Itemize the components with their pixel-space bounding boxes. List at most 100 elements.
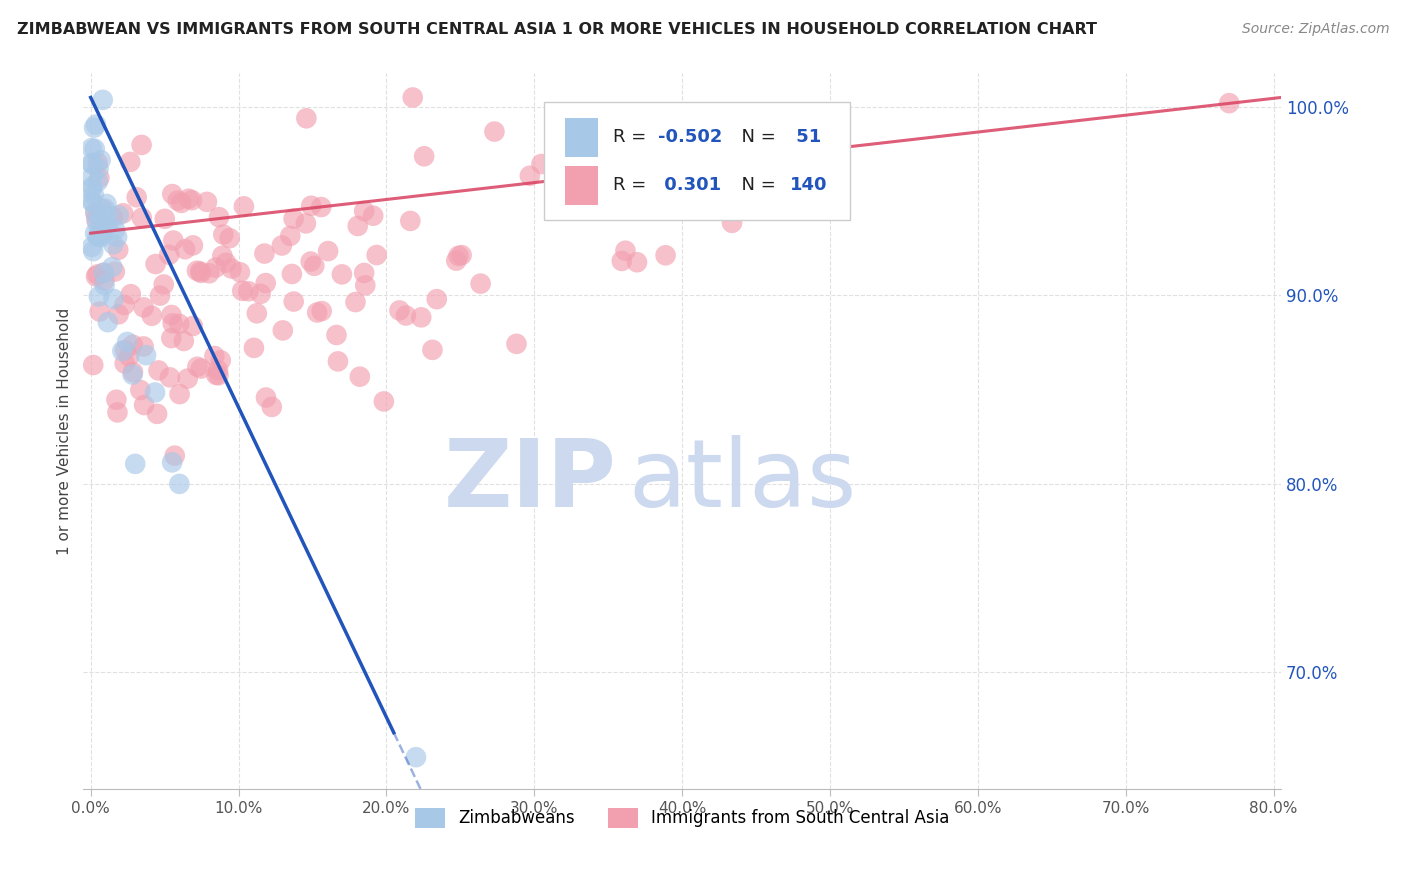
Point bbox=[80, 194, 103, 209]
Text: 140: 140 bbox=[790, 177, 827, 194]
Text: atlas: atlas bbox=[628, 435, 856, 527]
Text: 51: 51 bbox=[790, 128, 821, 146]
Point bbox=[132, 301, 155, 315]
Point bbox=[195, 194, 218, 209]
Point bbox=[121, 368, 143, 382]
Point bbox=[141, 309, 163, 323]
Point bbox=[207, 368, 229, 383]
Point bbox=[120, 155, 142, 169]
Point bbox=[721, 216, 744, 230]
Point bbox=[162, 187, 184, 202]
Point bbox=[253, 246, 276, 260]
Point bbox=[299, 199, 322, 213]
Point bbox=[346, 219, 368, 233]
Point bbox=[152, 277, 174, 292]
Point bbox=[361, 209, 384, 223]
Point bbox=[188, 264, 211, 278]
Point bbox=[484, 125, 506, 139]
Point bbox=[120, 287, 142, 301]
Point bbox=[146, 407, 169, 421]
Point bbox=[366, 248, 388, 262]
Point bbox=[304, 259, 326, 273]
Point bbox=[229, 265, 252, 279]
Point bbox=[80, 183, 103, 197]
Text: N =: N = bbox=[730, 177, 782, 194]
Point bbox=[326, 354, 349, 368]
Point bbox=[80, 240, 103, 254]
Point bbox=[91, 93, 114, 107]
Point bbox=[90, 153, 112, 167]
Point bbox=[295, 112, 318, 126]
Point bbox=[163, 449, 186, 463]
Point bbox=[103, 237, 125, 252]
Point bbox=[90, 215, 112, 229]
Point bbox=[80, 170, 103, 185]
Point bbox=[97, 315, 120, 329]
Point bbox=[115, 334, 138, 349]
Point bbox=[103, 292, 125, 306]
Point bbox=[470, 277, 492, 291]
Point bbox=[160, 308, 183, 322]
Point bbox=[84, 226, 107, 240]
Point bbox=[91, 202, 114, 216]
Point bbox=[173, 334, 195, 348]
Point bbox=[505, 336, 527, 351]
Point bbox=[218, 231, 240, 245]
Point bbox=[122, 365, 145, 379]
Point bbox=[221, 261, 243, 276]
Point bbox=[87, 161, 110, 176]
Y-axis label: 1 or more Vehicles in Household: 1 or more Vehicles in Household bbox=[58, 308, 72, 555]
Point bbox=[80, 141, 103, 155]
Point bbox=[167, 317, 190, 331]
Point bbox=[82, 179, 104, 194]
Point bbox=[143, 385, 166, 400]
Point bbox=[174, 242, 197, 256]
Point bbox=[105, 392, 128, 407]
Point bbox=[114, 343, 136, 357]
Point bbox=[307, 305, 329, 319]
Point bbox=[84, 118, 107, 132]
Point bbox=[344, 295, 367, 310]
Point bbox=[316, 244, 339, 259]
Point bbox=[148, 363, 170, 377]
Point bbox=[190, 361, 212, 376]
Point bbox=[84, 269, 107, 284]
Point bbox=[134, 398, 156, 412]
Point bbox=[413, 149, 436, 163]
Text: -0.502: -0.502 bbox=[658, 128, 723, 146]
Point bbox=[207, 363, 229, 377]
Point bbox=[83, 142, 105, 156]
Point bbox=[405, 750, 427, 764]
Point bbox=[373, 394, 395, 409]
Point bbox=[181, 193, 204, 207]
Point bbox=[260, 400, 283, 414]
Point bbox=[238, 285, 260, 299]
Text: ZIP: ZIP bbox=[443, 435, 616, 527]
Point bbox=[422, 343, 444, 357]
Point bbox=[243, 341, 266, 355]
Point bbox=[87, 229, 110, 244]
Point bbox=[82, 244, 104, 259]
Point bbox=[89, 170, 111, 185]
Point bbox=[129, 383, 152, 397]
Point bbox=[181, 318, 204, 333]
Text: R =: R = bbox=[613, 177, 651, 194]
FancyBboxPatch shape bbox=[565, 166, 599, 205]
Point bbox=[131, 211, 153, 225]
Point bbox=[82, 157, 104, 171]
Point bbox=[135, 348, 157, 362]
Point bbox=[198, 266, 221, 280]
Point bbox=[157, 248, 180, 262]
Point bbox=[299, 254, 322, 268]
Point bbox=[86, 212, 108, 227]
Point bbox=[125, 190, 148, 204]
Point bbox=[87, 289, 110, 303]
Point bbox=[166, 194, 188, 208]
Point bbox=[215, 256, 238, 270]
Point bbox=[107, 243, 129, 257]
Point bbox=[281, 267, 304, 281]
Point bbox=[104, 264, 127, 278]
Point bbox=[205, 368, 228, 382]
Point bbox=[82, 358, 104, 372]
Point bbox=[270, 238, 292, 252]
